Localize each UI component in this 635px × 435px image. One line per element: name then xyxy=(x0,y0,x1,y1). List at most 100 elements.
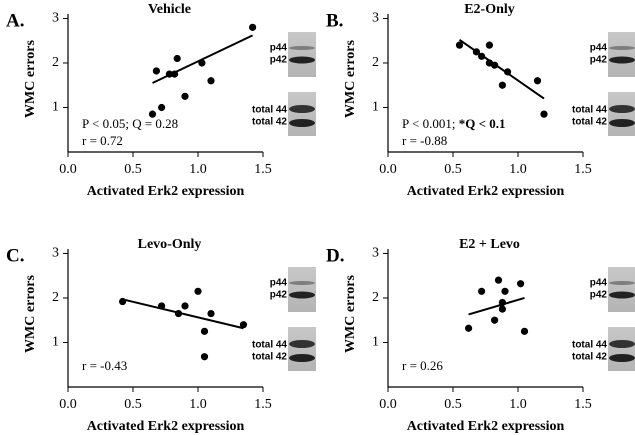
data-point xyxy=(533,77,542,85)
chart-title: E2-Only xyxy=(464,2,515,17)
r-label: r = 0.72 xyxy=(82,133,123,148)
data-point xyxy=(148,110,157,118)
data-point xyxy=(198,59,206,67)
blot-label: p44 xyxy=(270,43,288,54)
chart-title: Vehicle xyxy=(148,2,191,17)
data-point xyxy=(119,297,127,306)
blot-band xyxy=(289,105,315,113)
y-tick-label: 2 xyxy=(52,290,59,305)
x-tick-label: 1.5 xyxy=(254,162,272,177)
x-tick-label: 0.0 xyxy=(379,162,397,177)
data-point xyxy=(478,52,486,60)
blot-band xyxy=(609,291,635,299)
chart-title: E2 + Levo xyxy=(459,237,520,252)
x-tick-label: 1.0 xyxy=(189,397,207,412)
blot-image xyxy=(288,32,316,77)
data-point xyxy=(171,70,179,78)
y-tick-label: 3 xyxy=(52,11,59,26)
data-point xyxy=(207,77,215,85)
r-label: r = -0.43 xyxy=(82,358,127,373)
data-point xyxy=(165,70,173,78)
x-tick-label: 0.0 xyxy=(59,162,77,177)
data-point xyxy=(158,103,166,112)
blot-label: total 42 xyxy=(572,117,607,128)
stats-text: P < 0.05; Q = 0.28 xyxy=(82,116,178,131)
x-tick-label: 0.0 xyxy=(59,397,77,412)
data-point xyxy=(455,41,464,49)
trend-line xyxy=(122,298,244,330)
data-point xyxy=(194,287,202,295)
blot-image xyxy=(608,92,635,136)
data-point xyxy=(465,324,473,332)
stats-note: P < 0.05; Q = 0.28 xyxy=(82,116,178,131)
blot-image xyxy=(288,92,316,136)
blot-label: p42 xyxy=(590,290,608,301)
y-tick-label: 1 xyxy=(52,100,59,115)
blot-label: p44 xyxy=(270,278,288,289)
data-point xyxy=(152,67,160,75)
data-point xyxy=(540,110,548,118)
blot-label: p42 xyxy=(270,290,288,301)
blot-band xyxy=(289,281,315,285)
data-point xyxy=(239,321,248,329)
data-point xyxy=(181,302,189,310)
data-point xyxy=(498,305,506,313)
blot-label: total 44 xyxy=(572,105,607,116)
x-axis-title: Activated Erk2 expression xyxy=(407,184,565,199)
x-tick-label: 0.5 xyxy=(444,162,462,177)
data-point xyxy=(485,41,493,49)
x-axis-title: Activated Erk2 expression xyxy=(87,184,245,199)
trend-line xyxy=(458,38,545,100)
data-point xyxy=(478,287,486,295)
y-tick-label: 1 xyxy=(372,100,379,115)
data-point xyxy=(501,287,509,295)
blot-image xyxy=(608,267,635,312)
x-tick-label: 1.0 xyxy=(509,397,527,412)
panel: 1 2 3 0.0 0.5 1.0 1.5 Activated Erk2 expression… xyxy=(326,237,635,434)
blot-image xyxy=(288,267,316,312)
data-point xyxy=(517,280,525,288)
y-tick-label: 2 xyxy=(372,290,379,305)
data-point xyxy=(158,302,166,310)
data-point xyxy=(491,316,499,324)
blot-band xyxy=(609,46,635,50)
x-tick-label: 1.5 xyxy=(574,397,592,412)
blot-label: p42 xyxy=(590,55,608,66)
y-tick-label: 3 xyxy=(52,246,59,261)
x-tick-label: 0.0 xyxy=(379,397,397,412)
data-point xyxy=(520,327,529,335)
blot-image xyxy=(288,327,316,371)
x-tick-label: 0.5 xyxy=(124,162,142,177)
x-tick-label: 1.0 xyxy=(509,162,527,177)
blot-band xyxy=(609,354,635,362)
x-axis-title: Activated Erk2 expression xyxy=(407,419,565,434)
blot-image xyxy=(608,327,635,371)
y-axis-title: WMC errors xyxy=(343,275,358,353)
data-point xyxy=(498,298,506,307)
data-point xyxy=(504,68,512,76)
y-axis-title: WMC errors xyxy=(23,275,38,353)
panel: 1 2 3 0.0 0.5 1.0 1.5 Activated Erk2 expression… xyxy=(326,2,635,199)
data-point xyxy=(174,309,183,318)
blot-label: total 42 xyxy=(572,352,607,363)
blot-band xyxy=(289,291,315,299)
x-tick-label: 1.5 xyxy=(574,162,592,177)
data-point xyxy=(181,92,189,100)
y-axis-title: WMC errors xyxy=(23,40,38,118)
blot-label: total 44 xyxy=(572,340,607,351)
trend-line xyxy=(468,297,525,316)
data-point xyxy=(173,54,181,63)
blot-label: total 42 xyxy=(252,117,287,128)
blot-band xyxy=(289,119,315,127)
blot-label: total 42 xyxy=(252,352,287,363)
x-tick-label: 0.5 xyxy=(444,397,462,412)
data-point xyxy=(498,81,506,89)
blot-label: total 44 xyxy=(252,340,287,351)
y-tick-label: 2 xyxy=(52,55,59,70)
blot-band xyxy=(289,354,315,362)
chart-title: Levo-Only xyxy=(138,237,202,252)
blot-band xyxy=(609,105,635,113)
r-label: r = 0.26 xyxy=(402,358,443,373)
blot-band xyxy=(289,46,315,50)
